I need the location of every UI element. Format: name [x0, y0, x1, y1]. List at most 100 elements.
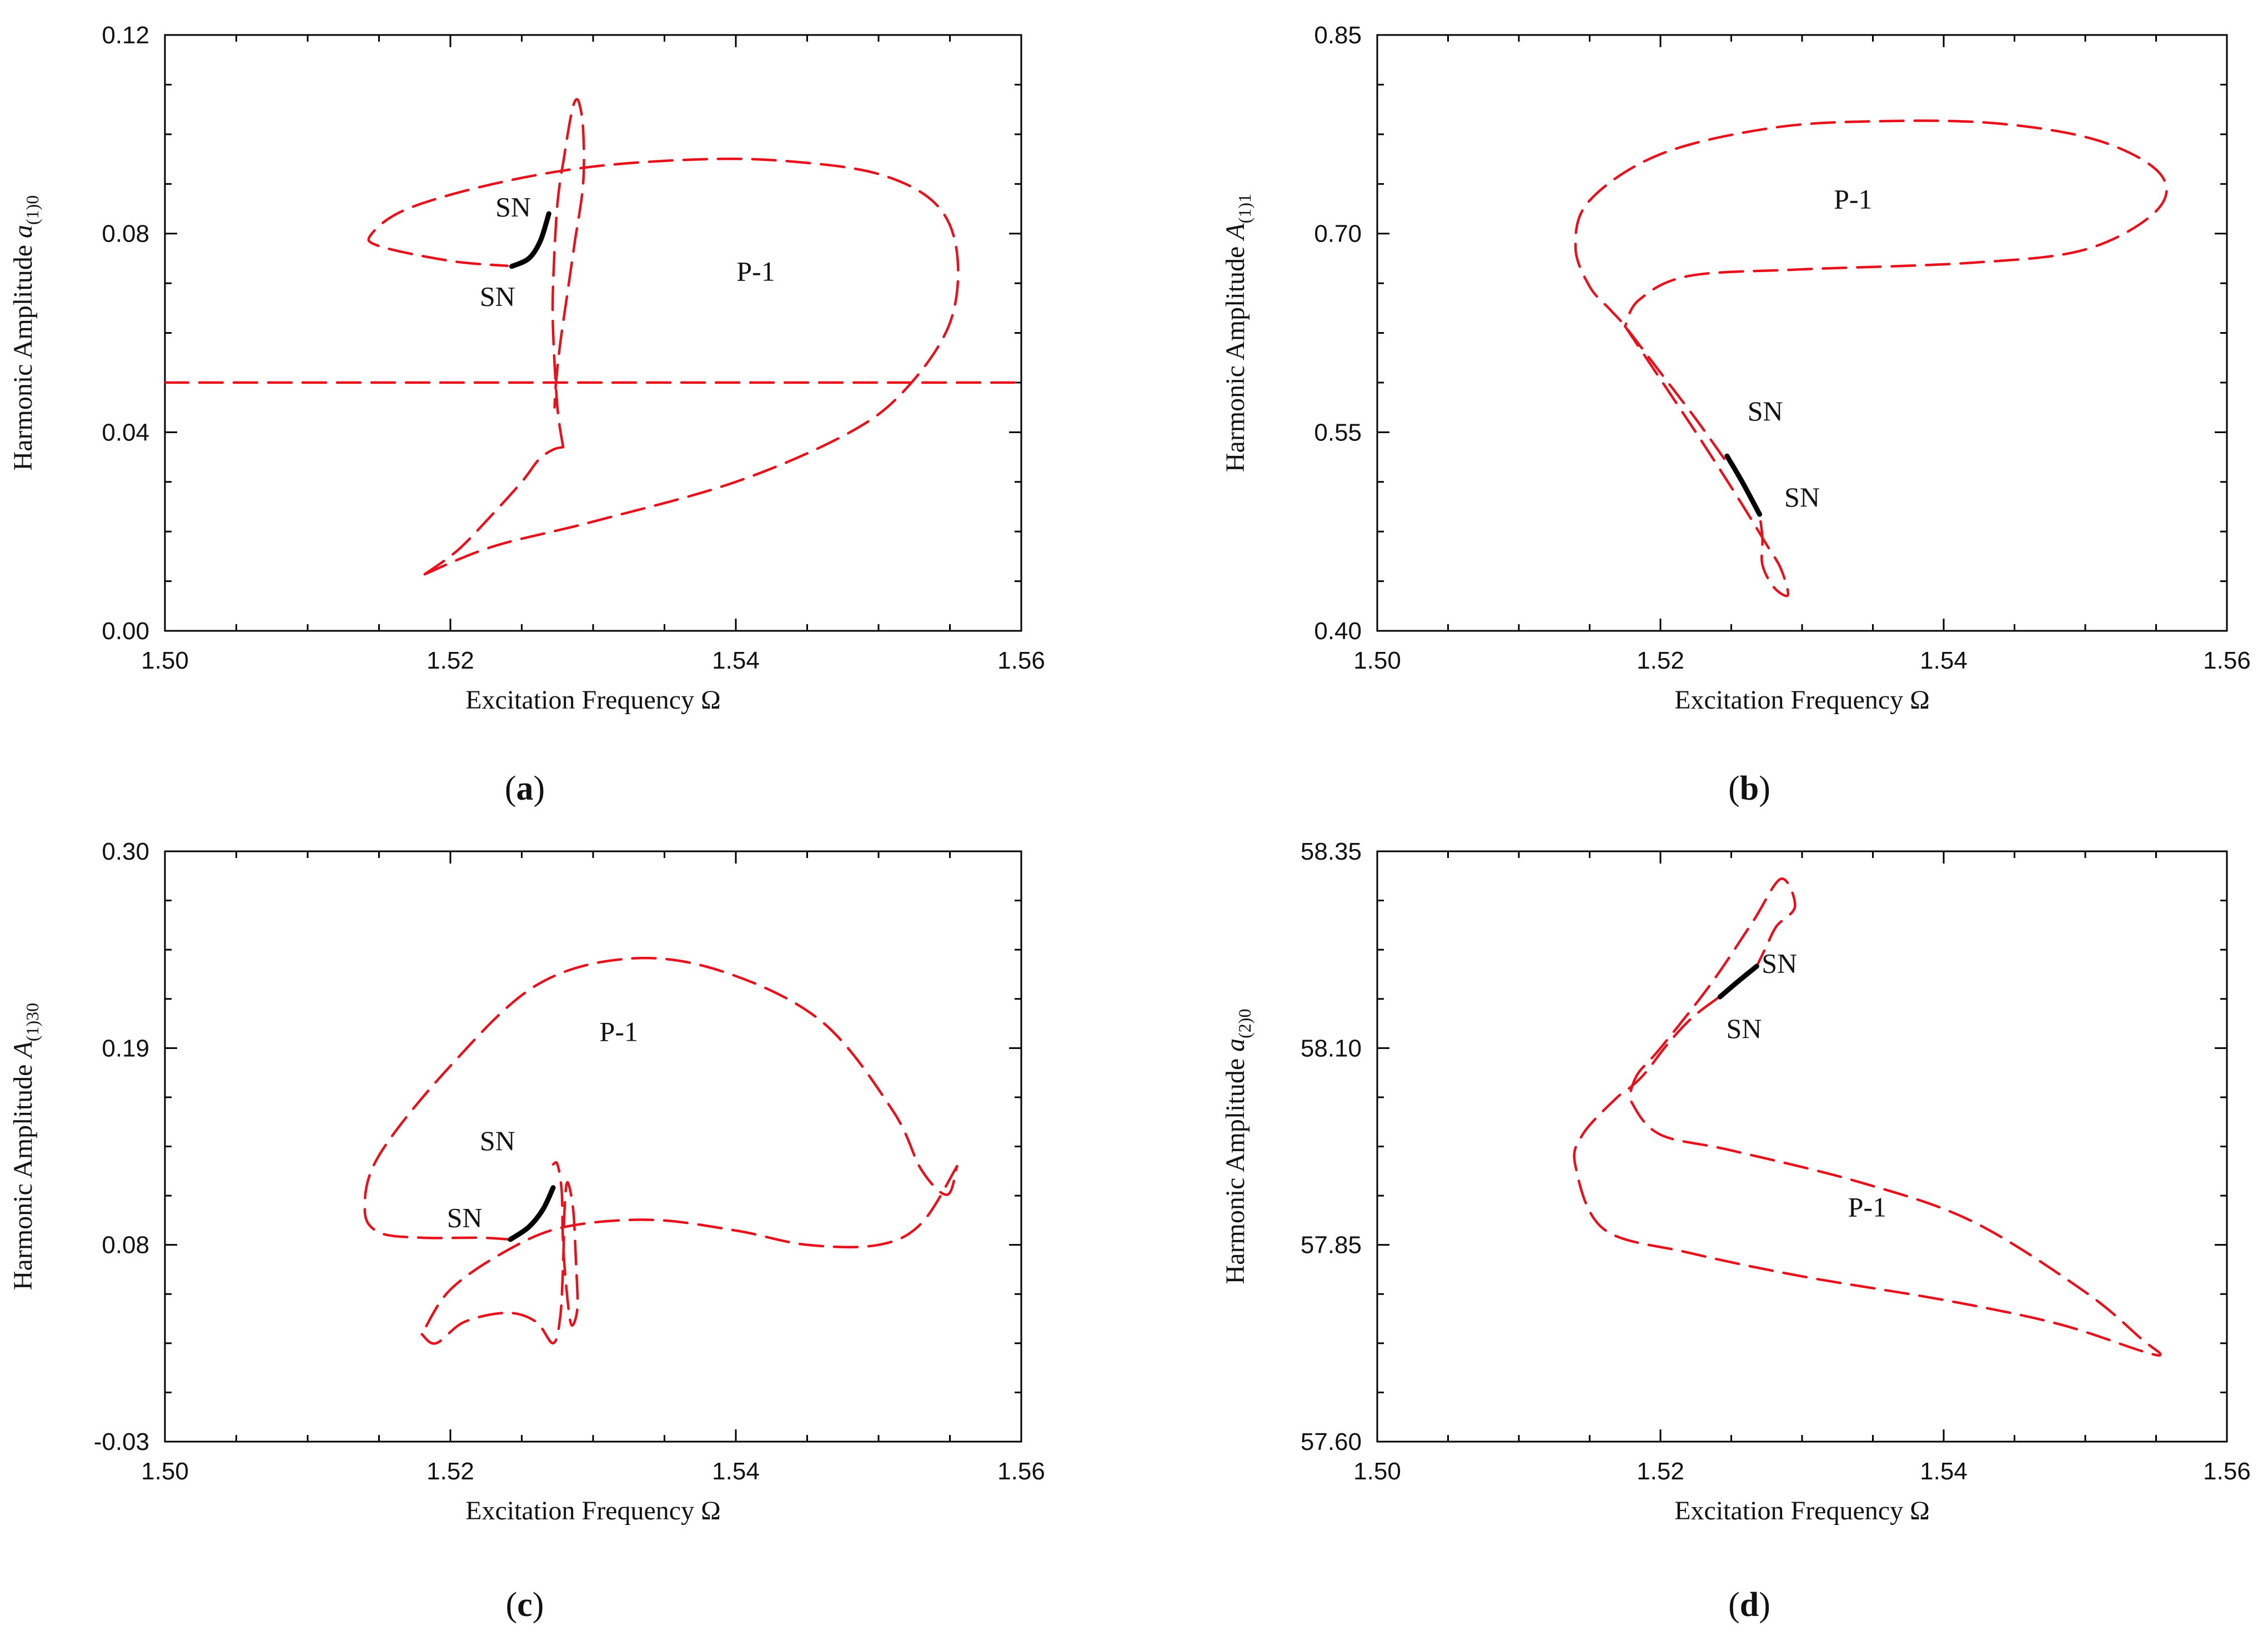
panel-label: (b) [1728, 770, 1770, 807]
unstable-branch-line [420, 1161, 579, 1345]
stable-branch-line [509, 211, 551, 269]
x-tick-label: 1.50 [1353, 647, 1401, 674]
x-tick-label: 1.54 [712, 1458, 760, 1485]
panel-label-close: ) [1759, 770, 1770, 807]
panel-label-close: ) [534, 770, 545, 807]
stable-branch-line [1717, 963, 1759, 1000]
panel-label-open: ( [1728, 1586, 1740, 1624]
panel-label-close: ) [1759, 1586, 1770, 1624]
y-axis-title-subscript: (2)0 [1235, 1009, 1255, 1038]
x-tick-label: 1.56 [2203, 647, 2251, 674]
x-tick-label: 1.56 [997, 647, 1045, 674]
stable-branch-line [508, 1185, 556, 1242]
y-tick-label: 57.85 [1301, 1232, 1362, 1259]
unstable-branch-line [1573, 997, 2162, 1357]
panel-label-open: ( [1728, 770, 1740, 807]
x-axis-title: Excitation Frequency Ω [1674, 685, 1930, 715]
saddle-node-label: SN [447, 1202, 483, 1233]
curves-group [363, 956, 959, 1345]
saddle-node-label: SN [1762, 947, 1797, 978]
unstable-branch-line [1574, 119, 2168, 460]
period-one-label: P-1 [1834, 183, 1872, 214]
x-tick-label: 1.50 [1353, 1458, 1401, 1485]
y-axis-title: Harmonic Amplitude A(1)30 [8, 1003, 42, 1290]
x-tick-label: 1.52 [426, 1458, 474, 1485]
x-tick-label: 1.52 [426, 647, 474, 674]
x-tick-label: 1.56 [2203, 1458, 2251, 1485]
y-tick-label: 0.12 [102, 22, 149, 49]
x-tick-label: 1.50 [141, 1458, 189, 1485]
panel-d: 1.50 1.52 1.54 1.56 57.60 57.85 58.10 58.35 Exci… [1221, 838, 2251, 1624]
unstable-branch-line [551, 98, 585, 449]
x-tick-label: 1.54 [1920, 647, 1968, 674]
plot-frame [1376, 34, 2228, 632]
period-one-label: P-1 [1848, 1192, 1886, 1223]
x-tick-label: 1.56 [997, 1458, 1045, 1485]
period-one-label: P-1 [736, 256, 775, 287]
y-tick-label: 0.40 [1314, 618, 1362, 645]
y-tick-label: 0.30 [102, 838, 149, 865]
y-tick-label: 58.35 [1301, 838, 1362, 865]
panel-label-open: ( [506, 1586, 518, 1624]
curves-group [1574, 119, 2168, 598]
x-tick-label: 1.52 [1637, 1458, 1684, 1485]
panel-label-close: ) [533, 1586, 544, 1624]
panel-label: (a) [505, 770, 545, 807]
y-tick-label: 0.55 [1314, 419, 1362, 446]
plot-frame [1376, 850, 2228, 1443]
panel-label-open: ( [505, 770, 516, 807]
saddle-node-label: SN [495, 191, 531, 222]
panel-label-letter: c [517, 1586, 533, 1624]
x-tick-label: 1.54 [712, 647, 760, 674]
x-tick-label: 1.54 [1920, 1458, 1968, 1485]
y-axis-title-variable: A [8, 1041, 38, 1060]
x-tick-label: 1.50 [141, 647, 189, 674]
y-tick-label: 57.60 [1301, 1428, 1362, 1456]
y-tick-label: 0.08 [102, 1232, 149, 1259]
panel-label-letter: d [1740, 1586, 1759, 1624]
curves-group [165, 98, 1021, 576]
x-axis-title: Excitation Frequency Ω [465, 1496, 721, 1525]
y-tick-label: -0.03 [94, 1428, 149, 1456]
unstable-branch-line [367, 157, 960, 576]
y-axis-title-main: Harmonic Amplitude [8, 1058, 38, 1291]
saddle-node-label: SN [1784, 481, 1820, 513]
y-tick-label: 0.70 [1314, 220, 1362, 248]
period-one-label: P-1 [600, 1016, 638, 1047]
saddle-node-label: SN [480, 280, 515, 312]
y-tick-label: 0.00 [102, 618, 149, 645]
y-axis-title-main: Harmonic Amplitude [8, 238, 38, 471]
y-tick-label: 0.04 [102, 419, 149, 446]
unstable-branch-line [420, 1165, 959, 1336]
x-axis-title: Excitation Frequency Ω [465, 685, 721, 715]
unstable-branch-line [423, 445, 565, 576]
panel-a: 1.50 1.52 1.54 1.56 0.00 0.04 0.08 0.12 Excitati… [8, 22, 1045, 807]
y-axis-title-variable: A [1221, 223, 1250, 242]
y-tick-label: 0.85 [1314, 22, 1362, 49]
x-axis-title: Excitation Frequency Ω [1674, 1496, 1930, 1525]
saddle-node-label: SN [1748, 395, 1783, 426]
y-tick-label: 58.10 [1301, 1035, 1362, 1062]
unstable-branch-line [1624, 325, 1790, 598]
y-axis-title-variable: a [8, 225, 38, 238]
x-tick-label: 1.52 [1637, 647, 1684, 674]
y-axis-title: Harmonic Amplitude A(1)1 [1221, 194, 1255, 472]
plot-frame [164, 850, 1022, 1443]
stable-branch-line [1724, 453, 1762, 517]
y-tick-label: 0.19 [102, 1035, 149, 1062]
saddle-node-label: SN [480, 1125, 515, 1156]
y-axis-title-subscript: (1)0 [22, 195, 42, 225]
y-axis-title-main: Harmonic Amplitude [1221, 240, 1250, 473]
panel-label-letter: a [516, 770, 534, 807]
unstable-branch-line [363, 956, 959, 1241]
unstable-branch-line [1630, 877, 1797, 1087]
panel-b: 1.50 1.52 1.54 1.56 0.40 0.55 0.70 0.85 Excitati… [1221, 22, 2251, 807]
panel-label: (c) [506, 1586, 544, 1624]
y-tick-label: 0.08 [102, 220, 149, 248]
y-axis-title: Harmonic Amplitude a(1)0 [8, 195, 42, 471]
y-axis-title: Harmonic Amplitude a(2)0 [1221, 1009, 1255, 1284]
saddle-node-label: SN [1726, 1013, 1762, 1044]
y-axis-title-subscript: (1)30 [22, 1003, 42, 1041]
panel-label: (d) [1728, 1586, 1770, 1624]
